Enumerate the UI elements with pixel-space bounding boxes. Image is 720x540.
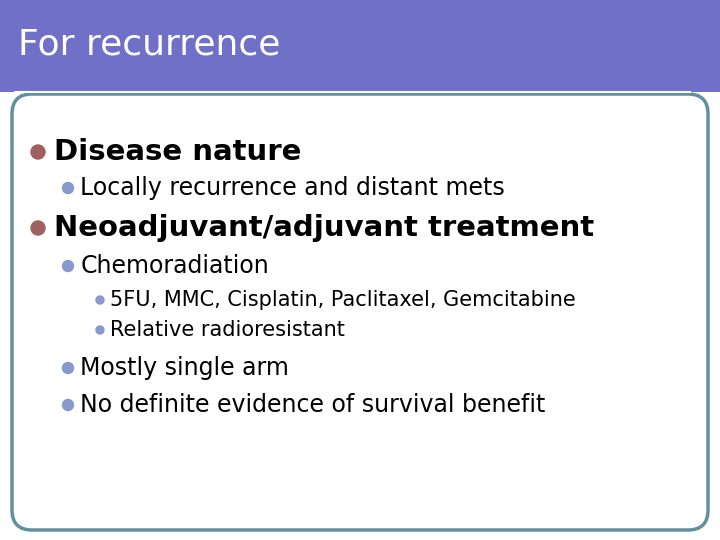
FancyBboxPatch shape [0,0,720,92]
Circle shape [63,183,73,193]
Circle shape [96,296,104,304]
Text: Neoadjuvant/adjuvant treatment: Neoadjuvant/adjuvant treatment [54,214,594,242]
Text: Disease nature: Disease nature [54,138,302,166]
Circle shape [63,362,73,374]
FancyBboxPatch shape [12,94,708,530]
Text: Relative radioresistant: Relative radioresistant [110,320,345,340]
Circle shape [63,400,73,410]
Circle shape [63,260,73,272]
Text: Locally recurrence and distant mets: Locally recurrence and distant mets [81,176,505,200]
Text: Chemoradiation: Chemoradiation [81,254,269,278]
Text: For recurrence: For recurrence [18,27,280,61]
Circle shape [31,145,45,159]
Text: 5FU, MMC, Cisplatin, Paclitaxel, Gemcitabine: 5FU, MMC, Cisplatin, Paclitaxel, Gemcita… [110,290,576,310]
Circle shape [96,326,104,334]
Circle shape [31,221,45,235]
Text: No definite evidence of survival benefit: No definite evidence of survival benefit [81,393,546,417]
Text: Mostly single arm: Mostly single arm [81,356,289,380]
